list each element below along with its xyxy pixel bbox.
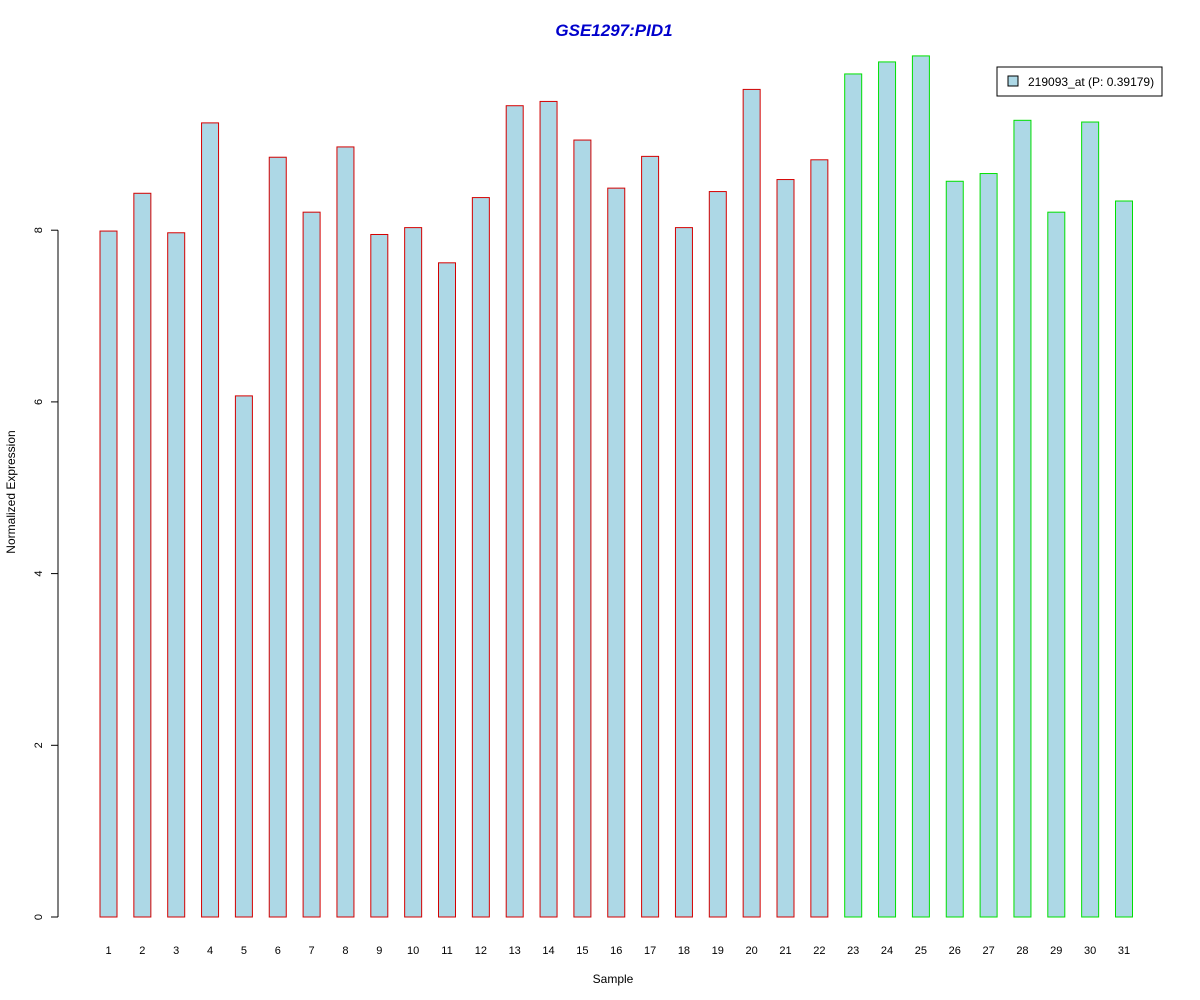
x-tick-label: 24 (881, 945, 893, 957)
legend-box (996, 66, 1163, 97)
x-tick-label: 23 (847, 945, 859, 957)
x-tick-label: 29 (1050, 945, 1062, 957)
x-axis-label: Sample (593, 972, 634, 986)
bar-sample-14 (539, 100, 558, 918)
bar-sample-8 (336, 146, 355, 918)
bar-sample-24 (878, 61, 897, 918)
x-tick-label: 10 (407, 945, 419, 957)
bar-sample-7 (302, 211, 321, 918)
bar-sample-30 (1081, 121, 1100, 918)
x-tick-label: 20 (746, 945, 758, 957)
x-tick-label: 13 (509, 945, 521, 957)
bar-sample-9 (370, 233, 389, 918)
x-tick-label: 21 (779, 945, 791, 957)
x-tick-label: 2 (139, 945, 145, 957)
bar-sample-25 (911, 55, 930, 918)
x-tick-label: 15 (576, 945, 588, 957)
y-tick-label: 2 (33, 742, 45, 748)
x-tick-label: 18 (678, 945, 690, 957)
bar-sample-10 (404, 227, 423, 918)
x-tick-label: 6 (275, 945, 281, 957)
y-tick-label: 0 (33, 914, 45, 920)
bar-sample-13 (505, 105, 524, 918)
x-tick-label: 28 (1016, 945, 1028, 957)
bar-sample-1 (99, 230, 118, 918)
x-tick-labels: 1 2 3 4 5 6 7 8 9 10 11 12 13 14 15 16 17 18 19 20 21 22 23 24 2… (105, 945, 1130, 957)
x-tick-label: 19 (712, 945, 724, 957)
bar-sample-3 (167, 232, 186, 918)
x-tick-label: 11 (441, 945, 452, 957)
bar-sample-17 (641, 155, 660, 918)
y-axis: 0 2 4 6 8 (33, 227, 59, 920)
bar-sample-12 (471, 197, 490, 918)
bar-sample-23 (844, 73, 863, 918)
bar-sample-16 (607, 187, 626, 918)
bar-sample-4 (201, 122, 220, 918)
y-axis-label: Normalized Expression (4, 430, 18, 553)
x-tick-label: 5 (241, 945, 247, 957)
bar-sample-26 (945, 180, 964, 918)
y-tick-label: 8 (33, 227, 45, 233)
bar-sample-28 (1013, 119, 1032, 918)
bar-sample-21 (776, 179, 795, 918)
x-tick-label: 14 (542, 945, 554, 957)
chart-title: GSE1297:PID1 (555, 21, 672, 40)
y-tick-label: 6 (33, 399, 45, 405)
x-tick-label: 27 (982, 945, 994, 957)
x-tick-label: 16 (610, 945, 622, 957)
bar-sample-19 (708, 191, 727, 918)
bar-sample-15 (573, 139, 592, 918)
x-tick-label: 4 (207, 945, 213, 957)
bar-sample-20 (742, 88, 761, 918)
y-tick-label: 4 (33, 571, 45, 577)
x-tick-label: 17 (644, 945, 656, 957)
legend-swatch (1007, 75, 1019, 87)
x-tick-label: 12 (475, 945, 487, 957)
bars-group (99, 55, 1133, 918)
bar-sample-29 (1047, 211, 1066, 918)
bar-sample-27 (979, 173, 998, 918)
x-tick-label: 30 (1084, 945, 1096, 957)
legend-label: 219093_at (P: 0.39179) (1028, 75, 1154, 89)
bar-sample-11 (438, 262, 456, 918)
bar-sample-31 (1115, 200, 1133, 918)
bar-sample-6 (268, 156, 287, 918)
bar-sample-2 (133, 192, 152, 918)
x-tick-label: 9 (376, 945, 382, 957)
x-tick-label: 7 (309, 945, 315, 957)
bar-sample-22 (810, 159, 829, 918)
x-tick-label: 31 (1118, 945, 1130, 957)
x-tick-label: 25 (915, 945, 927, 957)
x-tick-label: 8 (342, 945, 348, 957)
bar-sample-18 (674, 227, 693, 918)
x-tick-label: 22 (813, 945, 825, 957)
x-tick-label: 26 (949, 945, 961, 957)
legend: 219093_at (P: 0.39179) (996, 66, 1163, 97)
bar-sample-5 (234, 395, 253, 918)
x-tick-label: 3 (173, 945, 179, 957)
x-tick-label: 1 (105, 945, 111, 957)
